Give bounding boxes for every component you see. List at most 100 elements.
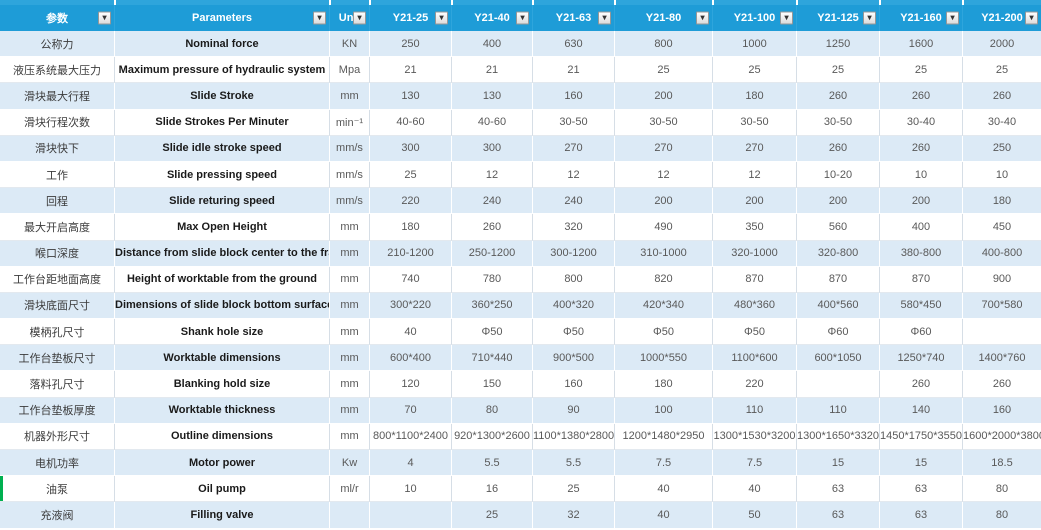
cell-value-y21_80[interactable]: 820 — [615, 266, 713, 293]
cell-param-en[interactable]: Shank hole size — [115, 319, 330, 346]
cell-value-y21_25[interactable]: 25 — [370, 161, 452, 189]
cell-value-y21_63[interactable]: 320 — [533, 214, 615, 241]
cell-unit[interactable]: mm — [330, 319, 370, 346]
cell-value-y21_63[interactable]: 300-1200 — [533, 240, 615, 267]
cell-value-y21_100[interactable]: 12 — [713, 161, 797, 189]
cell-param-cn[interactable]: 滑块行程次数 — [0, 109, 115, 136]
cell-value-y21_25[interactable]: 180 — [370, 214, 452, 241]
filter-dropdown-icon-y21_40[interactable]: ▼ — [516, 11, 529, 25]
cell-unit[interactable]: mm — [330, 345, 370, 372]
cell-value-y21_25[interactable]: 300 — [370, 135, 452, 162]
cell-param-cn[interactable]: 工作台垫板尺寸 — [0, 345, 115, 372]
cell-param-en[interactable]: Motor power — [115, 450, 330, 477]
cell-value-y21_40[interactable]: 150 — [452, 371, 533, 398]
cell-value-y21_25[interactable]: 70 — [370, 397, 452, 424]
cell-value-y21_80[interactable]: 40 — [615, 476, 713, 503]
cell-unit[interactable]: mm — [330, 83, 370, 110]
cell-value-y21_125[interactable]: 200 — [797, 188, 880, 215]
cell-unit[interactable]: Kw — [330, 450, 370, 477]
cell-value-y21_63[interactable]: 32 — [533, 502, 615, 529]
cell-value-y21_25[interactable]: 250 — [370, 31, 452, 58]
column-header-y21_40[interactable]: Y21-40 ▼ — [452, 5, 533, 31]
cell-param-cn[interactable]: 滑块快下 — [0, 135, 115, 162]
cell-value-y21_160[interactable]: 870 — [880, 266, 963, 293]
filter-dropdown-icon-y21_200[interactable]: ▼ — [1025, 11, 1038, 25]
cell-value-y21_125[interactable]: 1300*1650*3320 — [797, 423, 880, 450]
cell-value-y21_125[interactable]: 25 — [797, 57, 880, 84]
cell-param-en[interactable]: Worktable thickness — [115, 397, 330, 424]
cell-value-y21_63[interactable]: Φ50 — [533, 319, 615, 346]
cell-value-y21_100[interactable]: 110 — [713, 397, 797, 424]
cell-unit[interactable]: KN — [330, 31, 370, 58]
cell-unit[interactable]: min⁻¹ — [330, 109, 370, 136]
cell-value-y21_63[interactable]: 90 — [533, 397, 615, 424]
filter-dropdown-icon-y21_160[interactable]: ▼ — [946, 11, 959, 25]
cell-value-y21_25[interactable]: 4 — [370, 450, 452, 477]
cell-value-y21_25[interactable]: 210-1200 — [370, 240, 452, 267]
cell-value-y21_40[interactable]: 360*250 — [452, 292, 533, 320]
cell-value-y21_63[interactable]: 5.5 — [533, 450, 615, 477]
cell-param-cn[interactable]: 工作台距地面高度 — [0, 266, 115, 293]
cell-value-y21_200[interactable]: 1400*760 — [963, 345, 1041, 372]
cell-param-en[interactable]: Blanking hold size — [115, 371, 330, 398]
cell-param-en[interactable]: Max Open Height — [115, 214, 330, 241]
cell-param-cn[interactable]: 电机功率 — [0, 450, 115, 477]
cell-value-y21_40[interactable]: 5.5 — [452, 450, 533, 477]
cell-value-y21_63[interactable]: 30-50 — [533, 109, 615, 136]
cell-value-y21_160[interactable]: Φ60 — [880, 319, 963, 346]
cell-value-y21_100[interactable]: 200 — [713, 188, 797, 215]
cell-param-cn[interactable]: 油泵 — [0, 476, 115, 503]
cell-value-y21_200[interactable]: 250 — [963, 135, 1041, 162]
filter-dropdown-icon-param_en[interactable]: ▼ — [313, 11, 326, 25]
cell-value-y21_200[interactable]: 80 — [963, 502, 1041, 529]
cell-param-cn[interactable]: 工作 — [0, 161, 115, 189]
cell-value-y21_100[interactable]: 40 — [713, 476, 797, 503]
cell-param-cn[interactable]: 工作台垫板厚度 — [0, 397, 115, 424]
cell-value-y21_63[interactable]: 630 — [533, 31, 615, 58]
cell-value-y21_160[interactable]: 63 — [880, 476, 963, 503]
cell-value-y21_80[interactable]: 490 — [615, 214, 713, 241]
cell-value-y21_25[interactable]: 120 — [370, 371, 452, 398]
cell-value-y21_80[interactable]: 420*340 — [615, 292, 713, 320]
cell-value-y21_100[interactable]: 350 — [713, 214, 797, 241]
cell-value-y21_80[interactable]: 1200*1480*2950 — [615, 423, 713, 450]
cell-param-cn[interactable]: 滑块最大行程 — [0, 83, 115, 110]
cell-value-y21_63[interactable]: 900*500 — [533, 345, 615, 372]
cell-value-y21_160[interactable]: 15 — [880, 450, 963, 477]
cell-value-y21_63[interactable]: 1100*1380*2800 — [533, 423, 615, 450]
cell-value-y21_63[interactable]: 270 — [533, 135, 615, 162]
cell-value-y21_200[interactable]: 1600*2000*3800 — [963, 423, 1041, 450]
cell-value-y21_25[interactable]: 220 — [370, 188, 452, 215]
cell-param-cn[interactable]: 喉口深度 — [0, 240, 115, 267]
filter-dropdown-icon-y21_25[interactable]: ▼ — [435, 11, 448, 25]
cell-value-y21_80[interactable]: 30-50 — [615, 109, 713, 136]
filter-dropdown-icon-y21_63[interactable]: ▼ — [598, 11, 611, 25]
cell-value-y21_63[interactable]: 21 — [533, 57, 615, 84]
cell-value-y21_160[interactable]: 580*450 — [880, 292, 963, 320]
cell-param-en[interactable]: Maximum pressure of hydraulic system — [115, 57, 330, 84]
cell-unit[interactable]: Mpa — [330, 57, 370, 84]
cell-value-y21_200[interactable]: 10 — [963, 161, 1041, 189]
cell-value-y21_200[interactable]: 700*580 — [963, 292, 1041, 320]
cell-value-y21_25[interactable]: 600*400 — [370, 345, 452, 372]
cell-value-y21_100[interactable]: 1000 — [713, 31, 797, 58]
cell-unit[interactable]: mm/s — [330, 135, 370, 162]
cell-value-y21_80[interactable]: 12 — [615, 161, 713, 189]
cell-param-en[interactable]: Worktable dimensions — [115, 345, 330, 372]
cell-value-y21_200[interactable]: 30-40 — [963, 109, 1041, 136]
cell-value-y21_40[interactable]: 260 — [452, 214, 533, 241]
filter-dropdown-icon-param_cn[interactable]: ▼ — [98, 11, 111, 25]
cell-value-y21_100[interactable]: Φ50 — [713, 319, 797, 346]
cell-param-cn[interactable]: 模柄孔尺寸 — [0, 319, 115, 346]
cell-value-y21_160[interactable]: 140 — [880, 397, 963, 424]
cell-value-y21_100[interactable]: 220 — [713, 371, 797, 398]
cell-value-y21_40[interactable]: 25 — [452, 502, 533, 529]
cell-value-y21_125[interactable]: 63 — [797, 502, 880, 529]
cell-value-y21_125[interactable]: 110 — [797, 397, 880, 424]
column-header-y21_200[interactable]: Y21-200 ▼ — [963, 5, 1041, 31]
cell-value-y21_160[interactable]: 260 — [880, 135, 963, 162]
cell-value-y21_100[interactable]: 1100*600 — [713, 345, 797, 372]
cell-unit[interactable]: ml/r — [330, 476, 370, 503]
cell-value-y21_63[interactable]: 400*320 — [533, 292, 615, 320]
cell-param-en[interactable]: Slide Strokes Per Minuter — [115, 109, 330, 136]
